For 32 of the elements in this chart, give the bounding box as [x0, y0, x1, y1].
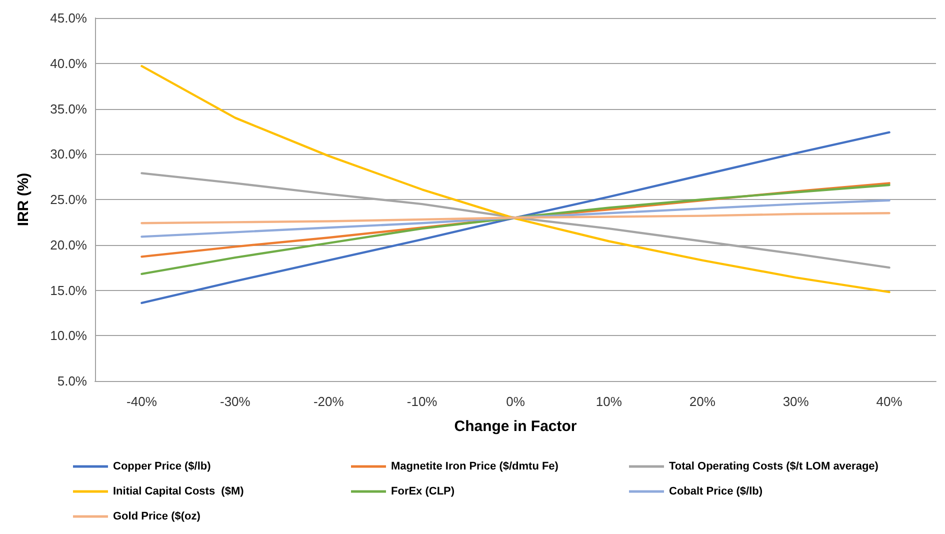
line-series	[140, 212, 890, 224]
legend-label: ForEx (CLP)	[391, 486, 455, 498]
x-tick-label: 20%	[689, 394, 716, 409]
y-tick-label: 5.0%	[57, 374, 88, 388]
legend-label: Gold Price ($(oz)	[113, 510, 201, 522]
y-tick-label: 30.0%	[50, 146, 88, 162]
legend-label: Initial Capital Costs ($M)	[113, 486, 244, 498]
y-tick-label: 10.0%	[50, 328, 88, 344]
legend-label: Cobalt Price ($/lb)	[669, 486, 763, 498]
x-tick-label: 30%	[782, 394, 810, 409]
x-tick-label: -20%	[313, 394, 344, 409]
y-axis-title: IRR (%)	[15, 172, 32, 226]
y-tick-label: 35.0%	[50, 101, 88, 116]
x-axis-title: Change in Factor	[454, 418, 577, 435]
x-tick-label: -30%	[220, 394, 251, 409]
y-tick-label: 40.0%	[50, 56, 88, 71]
legend-label: Total Operating Costs ($/t LOM average)	[669, 460, 879, 472]
y-tick-label: 15.0%	[50, 282, 88, 298]
y-tick-label: 20.0%	[50, 237, 88, 252]
line-series	[140, 184, 890, 276]
line-series	[140, 65, 890, 294]
x-tick-label: -40%	[126, 394, 158, 409]
x-tick-label: 0%	[506, 394, 526, 409]
x-tick-label: 40%	[876, 394, 903, 409]
line-series	[140, 131, 890, 304]
line-series	[140, 199, 890, 238]
y-tick-label: 45.0%	[50, 10, 88, 26]
legend-label: Copper Price ($/lb)	[113, 460, 212, 472]
x-tick-label: 10%	[596, 394, 622, 409]
x-tick-label: -10%	[406, 394, 438, 409]
legend-label: Magnetite Iron Price ($/dmtu Fe)	[391, 460, 559, 472]
y-tick-label: 25.0%	[50, 192, 88, 207]
